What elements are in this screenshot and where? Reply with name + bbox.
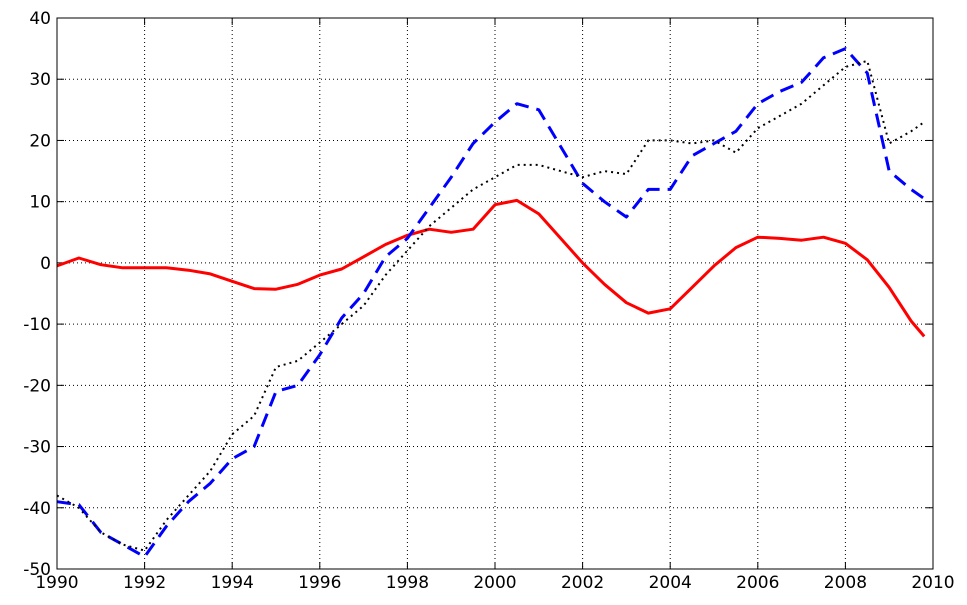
y-tick-label: -40 — [23, 499, 51, 519]
y-tick-label: 40 — [29, 9, 51, 29]
line-series — [56, 198, 926, 338]
y-tick-label: -10 — [23, 315, 51, 335]
x-tick-label: 1998 — [386, 573, 429, 593]
y-tick-label: -20 — [23, 376, 51, 396]
x-tick-label: 1992 — [123, 573, 166, 593]
plot-frame — [56, 17, 934, 570]
y-tick-label: 20 — [29, 131, 51, 151]
x-tick-label: 2008 — [824, 573, 867, 593]
x-tick-label: 1996 — [298, 573, 341, 593]
line-series — [56, 47, 926, 559]
y-tick-label: -50 — [23, 560, 51, 580]
y-tick-label: 30 — [29, 70, 51, 90]
x-tick-label: 2006 — [736, 573, 779, 593]
plot-area — [57, 18, 933, 569]
x-tick-label: 1990 — [35, 573, 78, 593]
x-tick-label: 2000 — [473, 573, 516, 593]
x-tick-label: 1994 — [211, 573, 254, 593]
x-tick-label: 2010 — [911, 573, 954, 593]
x-tick-label: 2004 — [649, 573, 692, 593]
y-tick-label: 10 — [29, 193, 51, 213]
line-series — [56, 59, 925, 552]
x-tick-label: 2002 — [561, 573, 604, 593]
y-tick-label: 0 — [40, 254, 51, 274]
y-tick-label: -30 — [23, 438, 51, 458]
